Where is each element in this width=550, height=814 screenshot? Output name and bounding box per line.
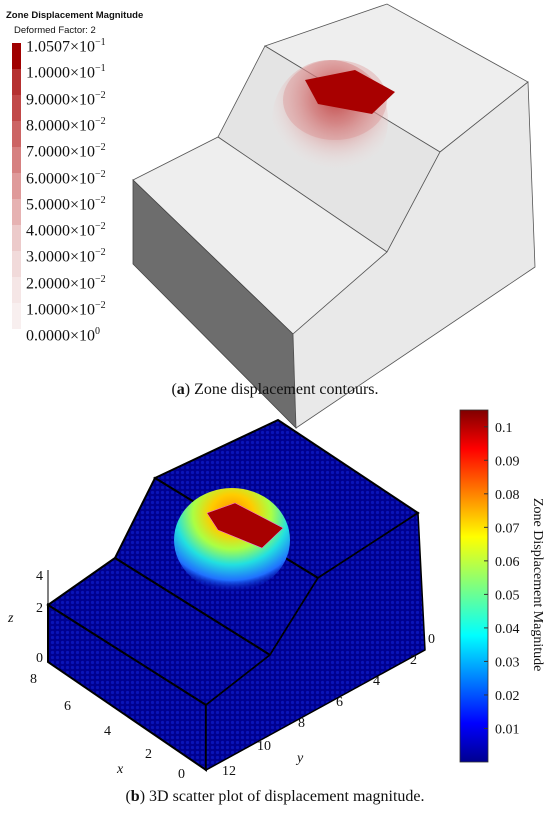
colorbar-gradient <box>459 409 489 763</box>
y-tick-10: 10 <box>257 739 271 754</box>
legend-entry-mantissa: 3.0000×10 <box>26 248 96 266</box>
caption-a-tag: a <box>176 381 185 398</box>
colorbar-tick-label: 0.04 <box>495 622 520 637</box>
legend-swatch-5 <box>12 147 21 173</box>
legend-entry-8: 3.0000×10−2 <box>26 247 106 266</box>
caption-a: (a) Zone displacement contours. <box>171 381 379 398</box>
x-tick-2: 2 <box>145 747 152 762</box>
legend-entry-exponent: −1 <box>95 63 106 75</box>
x-tick-0: 0 <box>178 767 185 782</box>
legend-swatch-8 <box>12 225 21 251</box>
scatter-hotspot <box>174 488 290 592</box>
legend-swatch-9 <box>12 251 21 277</box>
legend-swatch-3 <box>12 95 21 121</box>
legend-entry-exponent: −2 <box>95 142 106 154</box>
y-tick-0: 0 <box>428 632 435 647</box>
contour-legend <box>12 43 21 329</box>
legend-entry-mantissa: 8.0000×10 <box>26 117 96 135</box>
legend-entry-exponent: −2 <box>95 194 106 206</box>
colorbar-tick-label: 0.07 <box>495 521 520 536</box>
legend-entry-mantissa: 1.0000×10 <box>26 64 96 82</box>
legend-entry-mantissa: 9.0000×10 <box>26 90 96 108</box>
legend-entry-exponent: 0 <box>95 326 101 338</box>
legend-entry-6: 5.0000×10−2 <box>26 195 106 214</box>
contour-max-zone <box>305 70 395 114</box>
legend-entry-exponent: −2 <box>95 273 106 285</box>
y-tick-6: 6 <box>336 695 343 710</box>
axis-line-x <box>47 661 207 771</box>
colorbar: 0.10.090.080.070.060.050.040.030.020.01 … <box>459 409 545 763</box>
panel-a-model <box>132 3 536 430</box>
caption-b-text: 3D scatter plot of displacement magnitud… <box>149 788 425 805</box>
colorbar-tick-label: 0.05 <box>495 588 520 603</box>
legend-entry-mantissa: 6.0000×10 <box>26 169 96 187</box>
legend-entry-exponent: −1 <box>95 37 106 48</box>
z-tick-2: 4 <box>36 569 43 584</box>
caption-b-tag: b <box>130 788 140 805</box>
legend-entry-0: 1.0507×10−1 <box>26 37 106 56</box>
legend-subtitle: Deformed Factor: 2 <box>14 25 96 36</box>
colorbar-label: Zone Displacement Magnitude <box>530 498 545 671</box>
legend-entry-3: 8.0000×10−2 <box>26 116 106 135</box>
legend-entry-5: 6.0000×10−2 <box>26 169 106 188</box>
y-tick-12: 12 <box>222 764 236 779</box>
z-axis-label: z <box>7 611 14 626</box>
legend-entry-exponent: −2 <box>95 115 106 127</box>
model-right-face <box>292 81 536 429</box>
z-tick-0: 0 <box>36 651 43 666</box>
legend-entry-mantissa: 7.0000×10 <box>26 143 96 161</box>
y-tick-8: 8 <box>298 716 305 731</box>
colorbar-tick-label: 0.08 <box>495 488 520 503</box>
caption-a-text: Zone displacement contours. <box>194 381 379 398</box>
x-tick-6: 6 <box>64 699 71 714</box>
legend-entry-exponent: −2 <box>95 221 106 233</box>
z-tick-1: 2 <box>36 601 43 616</box>
legend-entry-exponent: −2 <box>95 89 106 101</box>
legend-entry-mantissa: 2.0000×10 <box>26 275 96 293</box>
axis-line-y <box>205 649 426 771</box>
legend-entry-exponent: −2 <box>95 300 106 311</box>
caption-b: (b) 3D scatter plot of displacement magn… <box>125 788 425 805</box>
legend-title: Zone Displacement Magnitude <box>6 10 144 21</box>
legend-swatch-6 <box>12 173 21 199</box>
legend-swatch-10 <box>12 277 21 303</box>
colorbar-tick-label: 0.02 <box>495 689 520 704</box>
legend-entry-exponent: −2 <box>95 168 106 180</box>
panel-b-scatter <box>46 418 426 772</box>
colorbar-tick-label: 0.09 <box>495 454 520 469</box>
x-tick-8: 8 <box>30 672 37 687</box>
legend-entry-mantissa: 0.0000×10 <box>26 327 96 345</box>
legend-swatch-4 <box>12 121 21 147</box>
legend-swatch-2 <box>12 69 21 95</box>
legend-swatch-7 <box>12 199 21 225</box>
y-axis-label: y <box>295 751 304 766</box>
legend-entry-10: 1.0000×10−2 <box>26 300 106 319</box>
colorbar-tick-label: 0.01 <box>495 722 520 737</box>
colorbar-tick-label: 0.03 <box>495 655 520 670</box>
colorbar-tick-label: 0.1 <box>495 421 513 436</box>
legend-entry-exponent: −2 <box>95 247 106 259</box>
legend-entry-11: 0.0000×100 <box>26 326 100 345</box>
legend-entry-mantissa: 4.0000×10 <box>26 222 96 240</box>
legend-entry-7: 4.0000×10−2 <box>26 221 106 240</box>
legend-entry-mantissa: 1.0000×10 <box>26 301 96 319</box>
x-tick-4: 4 <box>104 724 111 739</box>
colorbar-tick-label: 0.06 <box>495 555 520 570</box>
legend-entry-2: 9.0000×10−2 <box>26 90 106 109</box>
legend-swatch-1 <box>12 43 21 69</box>
legend-swatch-11 <box>12 303 21 329</box>
legend-entry-mantissa: 1.0507×10 <box>26 38 96 56</box>
legend-entry-9: 2.0000×10−2 <box>26 274 106 293</box>
legend-entry-4: 7.0000×10−2 <box>26 142 106 161</box>
y-tick-4: 4 <box>373 674 380 689</box>
x-axis-label: x <box>116 762 124 777</box>
scatter-max-zone <box>206 502 284 549</box>
legend-entry-mantissa: 5.0000×10 <box>26 196 96 214</box>
legend-entry-1: 1.0000×10−1 <box>26 63 106 82</box>
y-tick-2: 2 <box>410 653 417 668</box>
